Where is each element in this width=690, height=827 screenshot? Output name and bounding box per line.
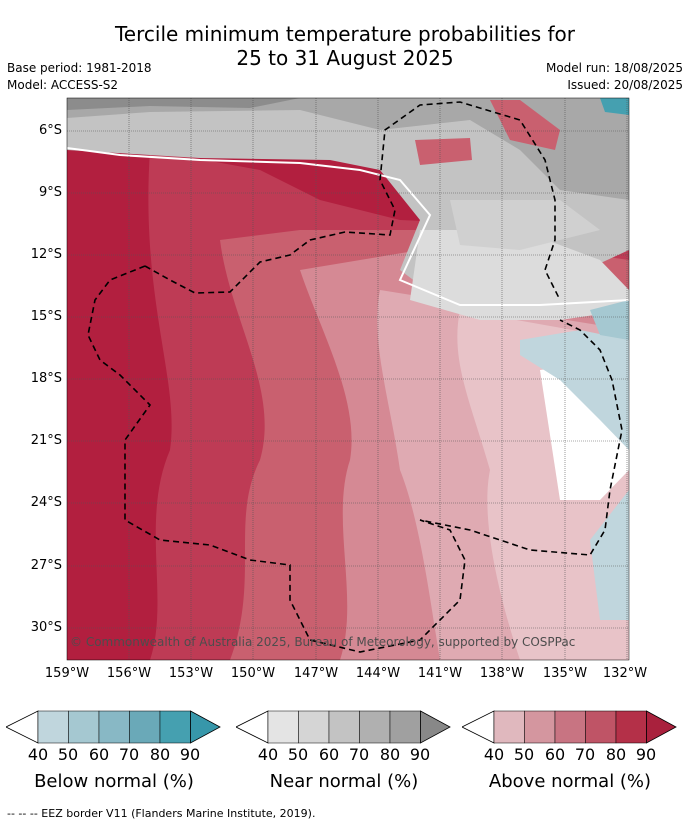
near-normal-max-arrow [420, 710, 451, 744]
lat-label-12s: 12°S [30, 247, 62, 262]
map-frame [66, 97, 630, 661]
near-normal-swatch-70 [359, 710, 391, 744]
above-normal-colorbar-title: Above normal (%) [488, 771, 652, 792]
lat-label-21s: 21°S [30, 433, 62, 448]
lat-label-30s: 30°S [30, 620, 62, 635]
lon-label-138w: 138°W [479, 666, 525, 681]
above-normal-swatch-70 [585, 710, 617, 744]
probability-map: © Commonwealth of Australia 2025, Bureau… [66, 97, 630, 661]
below-tick-50: 50 [57, 745, 79, 764]
below-normal-90-region [600, 98, 629, 115]
above-normal-max-arrow [646, 710, 677, 744]
lat-label-27s: 27°S [30, 558, 62, 573]
below-tick-40: 40 [27, 745, 49, 764]
below-tick-80: 80 [149, 745, 171, 764]
lon-label-144w: 144°W [355, 666, 401, 681]
below-tick-60: 60 [88, 745, 110, 764]
above-tick-50: 50 [513, 745, 535, 764]
above-tick-70: 70 [574, 745, 596, 764]
below-normal-40-region-south [590, 490, 629, 620]
issued-date: Issued: 20/08/2025 [567, 78, 683, 92]
near-normal-swatch-80 [389, 710, 421, 744]
above-normal-swatch-40 [493, 710, 525, 744]
near-normal-40-region [410, 230, 629, 320]
above-normal-min-arrow [462, 710, 495, 744]
below-normal-40-region [520, 330, 629, 450]
below-normal-colorbar [6, 710, 221, 744]
above-tick-60: 60 [544, 745, 566, 764]
model-name: Model: ACCESS-S2 [7, 78, 119, 92]
lon-label-141w: 141°W [417, 666, 463, 681]
near-tick-50: 50 [287, 745, 309, 764]
near-normal-80-region [67, 98, 629, 200]
copyright-text: © Commonwealth of Australia 2025, Bureau… [70, 635, 575, 649]
eez-footer-note: -- -- -- EEZ border V11 (Flanders Marine… [7, 807, 316, 820]
near-normal-swatch-60 [328, 710, 360, 744]
below-normal-min-arrow [6, 710, 39, 744]
base-period: Base period: 1981-2018 [7, 61, 152, 75]
map-title: Tercile minimum temperature probabilitie… [0, 22, 690, 70]
title-line-1: Tercile minimum temperature probabilitie… [114, 22, 576, 46]
near-normal-colorbar-title: Near normal (%) [269, 771, 419, 792]
above-normal-swatch-80 [615, 710, 647, 744]
above-tick-40: 40 [483, 745, 505, 764]
tercile-boundary [67, 147, 629, 306]
near-tick-60: 60 [318, 745, 340, 764]
lon-label-147w: 147°W [293, 666, 339, 681]
below-normal-swatch-50 [68, 710, 100, 744]
above-tick-80: 80 [605, 745, 627, 764]
above-normal-swatch-50 [524, 710, 556, 744]
lat-label-24s: 24°S [30, 495, 62, 510]
lon-label-159w: 159°W [44, 666, 90, 681]
below-normal-swatch-40 [37, 710, 69, 744]
near-tick-70: 70 [348, 745, 370, 764]
below-normal-max-arrow [190, 710, 221, 744]
below-normal-50-region [590, 300, 629, 340]
lat-label-6s: 6°S [38, 123, 62, 138]
near-normal-min-arrow [236, 710, 269, 744]
graticule [67, 98, 629, 660]
lat-label-15s: 15°S [30, 309, 62, 324]
above-tick-90: 90 [635, 745, 657, 764]
above-normal-colorbar [462, 710, 677, 744]
lon-label-150w: 150°W [230, 666, 276, 681]
near-normal-swatch-50 [298, 710, 330, 744]
lat-label-18s: 18°S [30, 371, 62, 386]
near-tick-80: 80 [379, 745, 401, 764]
lon-label-135w: 135°W [542, 666, 588, 681]
model-run: Model run: 18/08/2025 [545, 61, 683, 75]
near-normal-colorbar [236, 710, 451, 744]
near-tick-40: 40 [257, 745, 279, 764]
meta-left: Base period: 1981-2018 Model: ACCESS-S2 [7, 60, 152, 94]
near-tick-90: 90 [409, 745, 431, 764]
above-normal-swatch-60 [554, 710, 586, 744]
below-normal-colorbar-title: Below normal (%) [34, 771, 194, 792]
above-normal-pocket-1 [415, 138, 472, 165]
below-tick-90: 90 [179, 745, 201, 764]
lon-label-153w: 153°W [168, 666, 214, 681]
eez-borders [87, 101, 623, 653]
near-normal-90-region [67, 98, 300, 110]
near-normal-50-region [450, 200, 600, 250]
lon-label-132w: 132°W [602, 666, 648, 681]
below-tick-70: 70 [118, 745, 140, 764]
above-normal-pocket-2 [490, 100, 560, 150]
title-line-2: 25 to 31 August 2025 [236, 46, 454, 70]
near-normal-swatch-40 [267, 710, 299, 744]
map-fill: © Commonwealth of Australia 2025, Bureau… [67, 98, 629, 660]
below-normal-swatch-80 [159, 710, 191, 744]
below-normal-swatch-60 [98, 710, 130, 744]
below-normal-swatch-70 [129, 710, 161, 744]
meta-right: Model run: 18/08/2025 Issued: 20/08/2025 [546, 60, 683, 94]
lon-label-156w: 156°W [106, 666, 152, 681]
lat-label-9s: 9°S [38, 185, 62, 200]
